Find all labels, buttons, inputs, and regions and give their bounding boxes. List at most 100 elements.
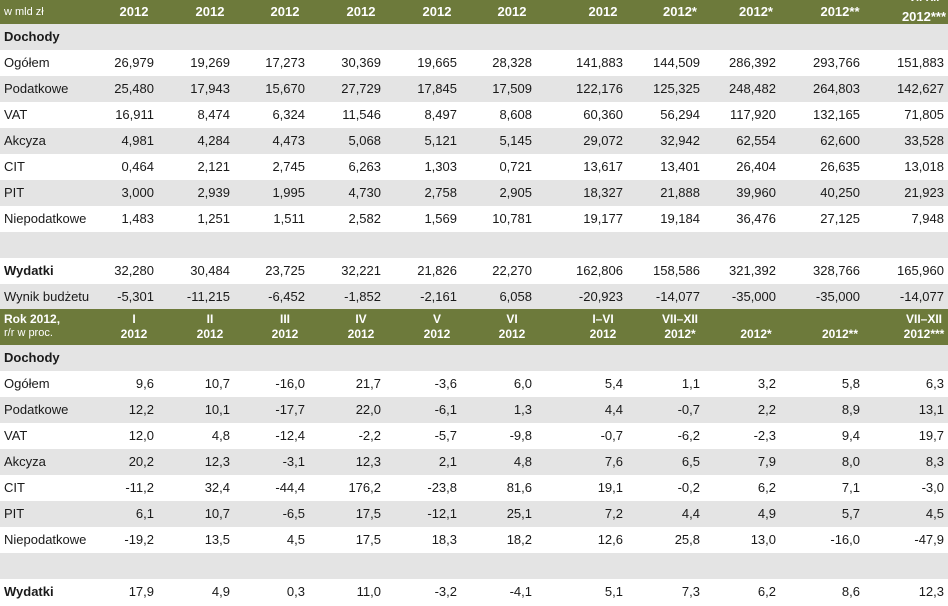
table-cell: 18,327 (583, 185, 623, 200)
table-cell: 1,1 (681, 376, 700, 391)
table-cell: 12,3 (355, 454, 381, 469)
table2-col-header-bottom: 2012 (196, 327, 224, 341)
table-cell: 13,401 (660, 159, 700, 174)
table-cell: 1,303 (424, 159, 457, 174)
table-cell: 19,7 (918, 428, 944, 443)
table-cell: 20,2 (128, 454, 154, 469)
table2-col-header-bottom: 2012 (423, 327, 451, 341)
table-cell: -19,2 (124, 532, 154, 547)
table-cell: 132,165 (813, 107, 860, 122)
table-cell: 30,484 (190, 263, 230, 278)
table1-col-header: 2012 (270, 4, 300, 19)
table-cell: 12,6 (597, 532, 623, 547)
table-cell: 4,981 (121, 133, 154, 148)
table-cell: -12,4 (275, 428, 305, 443)
table2-col-header-bottom: 2012* (664, 327, 696, 341)
table1-col-header: 2012* (739, 4, 773, 19)
table-cell: 4,9 (757, 506, 776, 521)
table-cell: 321,392 (729, 263, 776, 278)
row-label: CIT (4, 480, 25, 495)
table-cell: -14,077 (899, 289, 944, 304)
table-cell: 60,360 (583, 107, 623, 122)
table1-col-header: 2012*** (901, 9, 947, 24)
table-row: VAT 16,911 8,474 6,324 11,546 8,497 8,608 60,36… (0, 102, 948, 129)
table-cell: 286,392 (729, 55, 776, 70)
table-cell: 13,5 (204, 532, 230, 547)
table-cell: -3,6 (434, 376, 457, 391)
table2-col-header-top: III (279, 312, 290, 326)
table-cell: 39,960 (736, 185, 776, 200)
table-row: VAT 12,0 4,8 -12,4 -2,2 -5,7 -9,8 -0,7 -6,2 -2,3 9… (0, 423, 948, 450)
table2-col-header-top: I (132, 312, 136, 326)
row-label: Dochody (4, 29, 60, 44)
row-label: Ogółem (4, 376, 50, 391)
table-cell: 12,0 (128, 428, 154, 443)
table-cell: 21,923 (904, 185, 944, 200)
table-cell: 6,058 (499, 289, 532, 304)
table-cell: 19,177 (583, 211, 623, 226)
table1-col-header: 2012 (422, 4, 452, 19)
table-cell: 2,745 (272, 159, 305, 174)
table2-col-header-top: IV (355, 312, 367, 326)
table-cell: -44,4 (275, 480, 305, 495)
table-cell: 22,270 (492, 263, 532, 278)
table-cell: -2,161 (420, 289, 457, 304)
table-cell: 21,826 (417, 263, 457, 278)
table-cell: 32,942 (660, 133, 700, 148)
table-cell: 142,627 (897, 81, 944, 96)
row-label: VAT (4, 428, 28, 443)
row-label: Ogółem (4, 55, 50, 70)
table-cell: 13,1 (918, 402, 944, 417)
table-cell: -16,0 (830, 532, 860, 547)
table-cell: 6,5 (681, 454, 700, 469)
table-cell: 125,325 (653, 81, 700, 96)
table-cell: 6,2 (757, 480, 776, 495)
table-cell: 18,3 (431, 532, 457, 547)
table1-header-bar: w mld zł 2012 2012 2012 2012 2012 2012 2012 201… (0, 0, 948, 24)
table1-col-header: 2012* (663, 4, 697, 19)
table-row: Dochody (0, 24, 948, 51)
table-row: Ogółem 9,6 10,7 -16,0 21,7 -3,6 6,0 5,4 1,1 3,2 5,… (0, 371, 948, 398)
table-cell: -14,077 (655, 289, 700, 304)
row-label: Akcyza (4, 454, 46, 469)
row-label: PIT (4, 506, 25, 521)
table-cell: 8,608 (499, 107, 532, 122)
table2-col-header-top: VII–XII (661, 312, 699, 326)
table-cell: -6,452 (268, 289, 305, 304)
table-cell: 117,920 (729, 107, 776, 122)
table-cell: 4,5 (925, 506, 944, 521)
table-cell: 4,284 (197, 133, 230, 148)
table-cell: -47,9 (914, 532, 944, 547)
table-cell: 4,8 (513, 454, 532, 469)
table-cell: 10,7 (204, 506, 230, 521)
table-cell: 4,473 (272, 133, 305, 148)
table-cell: -4,1 (509, 584, 532, 599)
table-row: PIT 6,1 10,7 -6,5 17,5 -12,1 25,1 7,2 4,4 4,9 5,7 4… (0, 501, 948, 528)
table2-header-bar: Rok 2012, r/r w proc. I 2012 II 2012 III 2012… (0, 309, 948, 345)
table-cell: 8,9 (841, 402, 860, 417)
table-cell: 264,803 (813, 81, 860, 96)
table-cell: 1,995 (272, 185, 305, 200)
table-cell: 16,911 (115, 107, 154, 122)
table-row: Ogółem 26,979 19,269 17,273 30,369 19,665 28,3… (0, 50, 948, 77)
table-cell: 23,725 (265, 263, 305, 278)
table-cell: 2,939 (197, 185, 230, 200)
table-cell: 151,883 (897, 55, 944, 70)
table-cell: 32,280 (114, 263, 154, 278)
table-cell: -35,000 (815, 289, 860, 304)
table-cell: 5,8 (841, 376, 860, 391)
table-cell: -35,000 (731, 289, 776, 304)
row-label: CIT (4, 159, 25, 174)
table-cell: 3,000 (121, 185, 154, 200)
table-cell: 22,0 (355, 402, 381, 417)
table-row: CIT -11,2 32,4 -44,4 176,2 -23,8 81,6 19,1 -0,2 6… (0, 475, 948, 502)
table-cell: 25,1 (506, 506, 532, 521)
table-row: Dochody (0, 345, 948, 372)
table-cell: 10,1 (204, 402, 230, 417)
table-cell: 26,404 (736, 159, 776, 174)
table2-col-header-bottom: 2012 (347, 327, 375, 341)
table-cell: 29,072 (583, 133, 623, 148)
table-cell: -6,1 (434, 402, 457, 417)
table-row: Wydatki 32,280 30,484 23,725 32,221 21,826 22,… (0, 258, 948, 285)
table-cell: 162,806 (576, 263, 623, 278)
